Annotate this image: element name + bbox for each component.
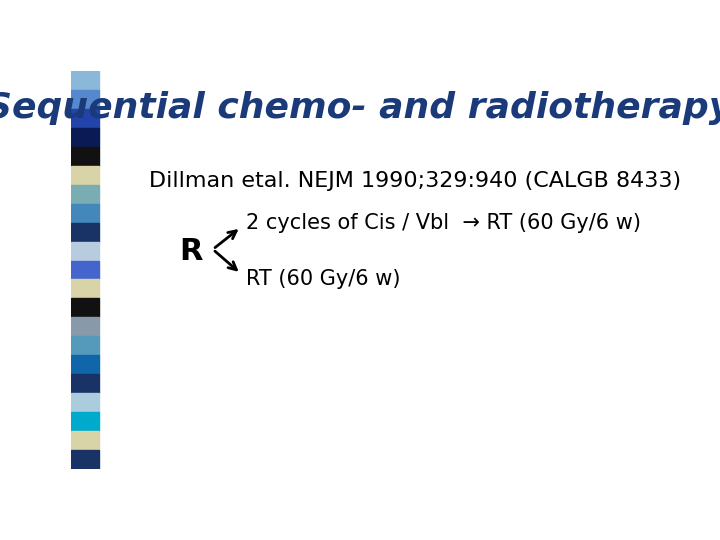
Bar xyxy=(71,394,99,413)
Bar xyxy=(71,222,99,241)
Bar xyxy=(71,299,99,318)
Bar xyxy=(71,318,99,336)
Bar xyxy=(71,450,99,469)
Bar xyxy=(71,260,99,280)
Bar xyxy=(71,355,99,374)
Bar xyxy=(71,71,99,90)
Text: 2 cycles of Cis / Vbl  → RT (60 Gy/6 w): 2 cycles of Cis / Vbl → RT (60 Gy/6 w) xyxy=(246,213,641,233)
Bar xyxy=(71,280,99,299)
Bar xyxy=(71,374,99,394)
Bar xyxy=(71,146,99,166)
Bar xyxy=(71,431,99,450)
Bar xyxy=(71,109,99,127)
Text: RT (60 Gy/6 w): RT (60 Gy/6 w) xyxy=(246,269,400,289)
Bar xyxy=(71,166,99,185)
Text: Dillman etal. NEJM 1990;329:940 (CALGB 8433): Dillman etal. NEJM 1990;329:940 (CALGB 8… xyxy=(148,171,680,191)
Bar xyxy=(71,241,99,260)
Bar xyxy=(71,185,99,204)
Bar xyxy=(71,90,99,109)
Bar xyxy=(71,204,99,222)
Text: R: R xyxy=(179,237,202,266)
Bar xyxy=(71,336,99,355)
Text: Sequential chemo- and radiotherapy: Sequential chemo- and radiotherapy xyxy=(0,91,720,125)
Bar xyxy=(71,413,99,431)
Bar xyxy=(71,127,99,146)
